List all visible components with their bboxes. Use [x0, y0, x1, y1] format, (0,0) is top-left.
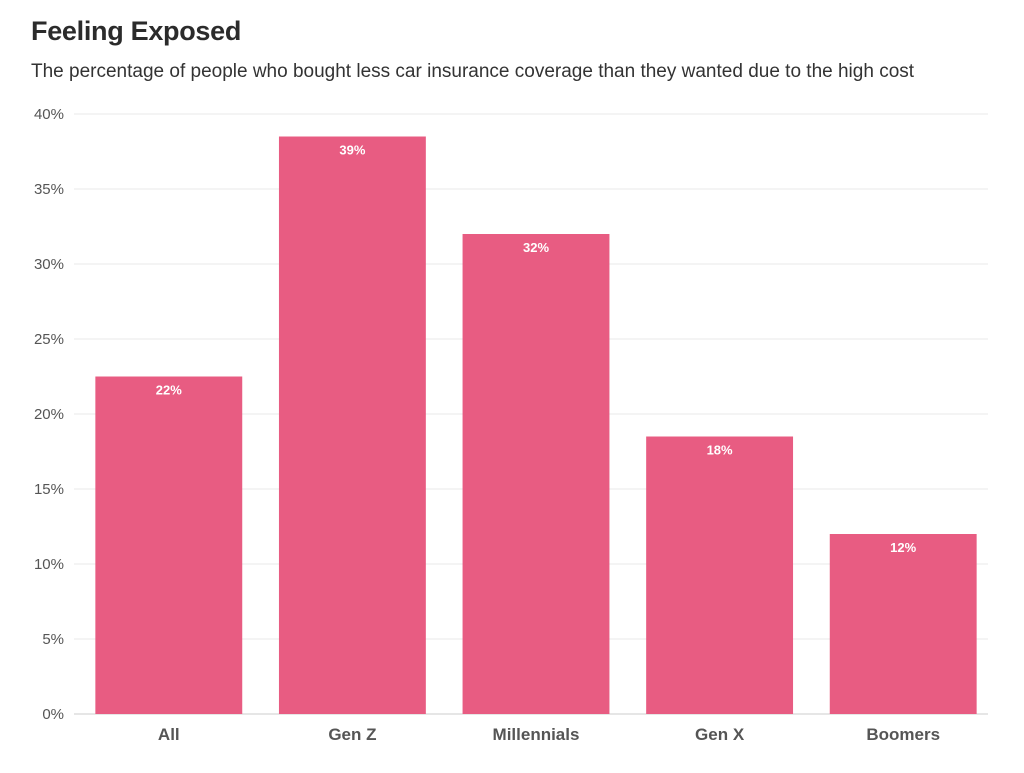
y-tick-label: 10%	[34, 556, 64, 573]
bar-gen-x	[646, 436, 794, 714]
y-tick-label: 30%	[34, 256, 64, 273]
data-label: 32%	[523, 240, 549, 255]
data-labels: 22% 39% 32% 18% 12%	[156, 143, 917, 556]
y-tick-label: 40%	[34, 106, 64, 123]
x-category-label: Millennials	[493, 725, 580, 744]
chart-subtitle: The percentage of people who bought less…	[31, 61, 915, 82]
bar-all	[95, 376, 243, 714]
data-label: 12%	[890, 540, 916, 555]
x-axis-categories: All Gen Z Millennials Gen X Boomers	[158, 725, 940, 744]
bar-boomers	[829, 534, 977, 714]
y-axis-ticks: 0% 5% 10% 15% 20% 25% 30% 35% 40%	[34, 106, 64, 723]
y-tick-label: 35%	[34, 181, 64, 198]
x-category-label: All	[158, 725, 180, 744]
y-tick-label: 15%	[34, 481, 64, 498]
x-category-label: Gen Z	[328, 725, 376, 744]
data-label: 18%	[707, 443, 733, 458]
y-tick-label: 5%	[42, 631, 64, 648]
chart-title: Feeling Exposed	[31, 16, 242, 46]
x-category-label: Gen X	[695, 725, 745, 744]
bars	[95, 136, 977, 714]
x-category-label: Boomers	[866, 725, 940, 744]
y-tick-label: 0%	[42, 706, 64, 723]
y-tick-label: 25%	[34, 331, 64, 348]
y-tick-label: 20%	[34, 406, 64, 423]
data-label: 22%	[156, 383, 182, 398]
data-label: 39%	[339, 143, 365, 158]
bar-gen-z	[278, 136, 426, 714]
bar-millennials	[462, 234, 610, 714]
